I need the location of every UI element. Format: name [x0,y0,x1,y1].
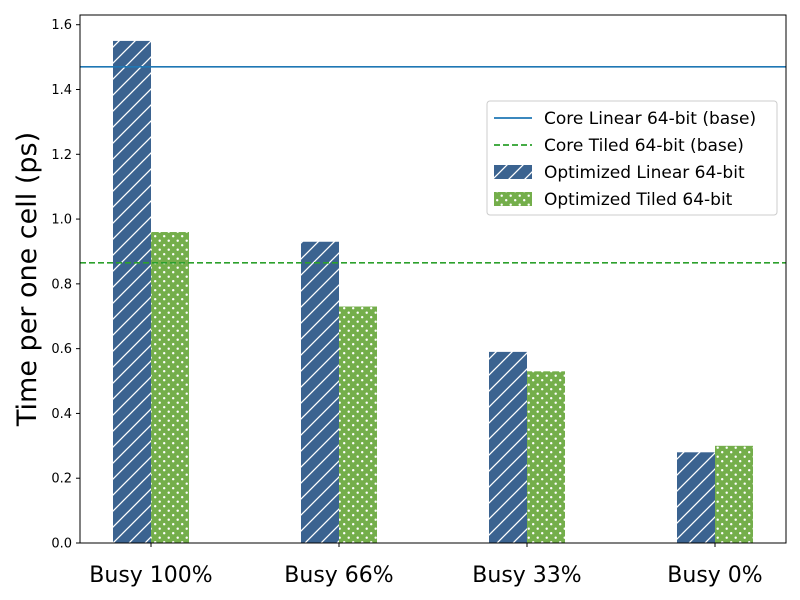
y-tick-label: 1.0 [51,213,72,228]
legend-box [486,100,778,216]
x-axis: Busy 100% Busy 66% Busy 33% Busy 0% [89,543,763,588]
y-tick-label: 0.8 [51,277,72,292]
y-tick-label: 0.4 [51,407,72,422]
bars-group [113,40,753,543]
bar-optimized-linear-2 [489,351,527,543]
bar-optimized-tiled-1 [339,306,377,543]
plot-area-frame [79,14,787,544]
bar-optimized-linear-3 [677,452,715,543]
x-category-label: Busy 33% [472,563,581,588]
bar-optimized-tiled-2 [527,371,565,543]
x-category-label: Busy 100% [89,563,212,588]
legend-entry-label: Core Tiled 64-bit (base) [544,136,744,156]
x-category-label: Busy 0% [667,563,762,588]
bar-optimized-linear-1 [301,241,339,543]
bar-optimized-tiled-3 [715,445,753,543]
y-axis-label: Time per one cell (ps) [12,132,43,427]
reference-lines-group [80,66,786,264]
legend-handle-patch [494,192,532,206]
bar-optimized-linear-0 [113,40,151,543]
y-tick-label: 0.6 [51,342,72,357]
bar-optimized-tiled-0 [151,232,189,543]
y-tick-label: 0.0 [51,537,72,552]
y-tick-label: 1.2 [51,148,72,163]
x-category-label: Busy 66% [284,563,393,588]
y-axis: 0.0 0.2 0.4 0.6 0.8 1.0 1.2 1.4 1.6 [51,18,80,552]
legend-entry-label: Optimized Tiled 64-bit [544,190,733,210]
legend-handle-patch [494,165,532,179]
y-tick-label: 1.6 [51,18,72,33]
y-tick-label: 0.2 [51,472,72,487]
legend: Core Linear 64-bit (base) Core Tiled 64-b… [486,100,778,216]
legend-entry-label: Core Linear 64-bit (base) [544,109,756,129]
legend-entry-label: Optimized Linear 64-bit [544,163,745,183]
y-tick-label: 1.4 [51,83,72,98]
